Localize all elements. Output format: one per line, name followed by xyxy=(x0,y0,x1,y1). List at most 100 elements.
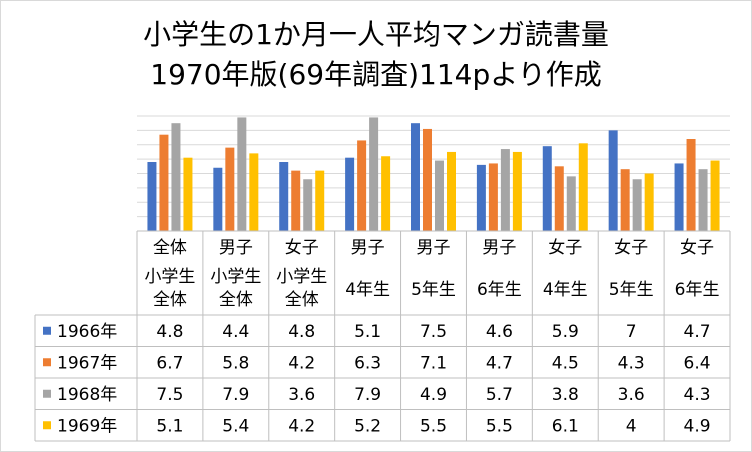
data-value: 5.1 xyxy=(354,322,381,342)
bar-1967年-4 xyxy=(423,128,432,231)
bar-1969年-1 xyxy=(249,153,259,231)
bar-1966年-6 xyxy=(542,146,552,231)
category-label: 全体 xyxy=(153,238,187,258)
bar-1967年-2 xyxy=(291,170,301,231)
bar-1969年-0 xyxy=(183,157,193,231)
bar-1966年-4 xyxy=(411,123,420,231)
legend-swatch-1969年 xyxy=(43,421,51,430)
legend-swatch-1968年 xyxy=(43,389,51,398)
category-label: 4年生 xyxy=(543,280,588,300)
data-value: 3.6 xyxy=(618,385,645,405)
data-value: 7.9 xyxy=(354,385,381,405)
data-value: 5.5 xyxy=(420,416,447,436)
bar-1968年-6 xyxy=(566,176,576,231)
data-value: 7.5 xyxy=(156,385,183,405)
bar-1969年-3 xyxy=(381,156,391,231)
category-label: 5年生 xyxy=(411,280,456,300)
data-value: 5.4 xyxy=(222,416,249,436)
bar-1969年-4 xyxy=(447,151,456,231)
data-value: 6.3 xyxy=(354,353,381,373)
bar-1966年-0 xyxy=(147,162,157,231)
data-value: 4.9 xyxy=(684,416,711,436)
category-label: 女子 xyxy=(614,238,648,258)
bar-1968年-4 xyxy=(435,160,444,231)
category-label: 男子 xyxy=(219,238,253,258)
data-value: 6.4 xyxy=(684,353,711,373)
data-value: 4 xyxy=(626,416,637,436)
bar-1968年-0 xyxy=(171,123,181,231)
category-label: 全体 xyxy=(219,290,253,310)
bar-1969年-8 xyxy=(710,160,720,231)
bar-1967年-6 xyxy=(554,166,564,231)
data-value: 4.9 xyxy=(420,385,447,405)
bar-1966年-1 xyxy=(213,167,223,231)
data-value: 7.1 xyxy=(420,353,447,373)
category-label: 女子 xyxy=(285,238,319,258)
data-value: 5.5 xyxy=(486,416,513,436)
bar-1968年-5 xyxy=(500,149,510,231)
chart-subtitle: 1970年版(69年調査)114pより作成 xyxy=(150,58,602,91)
data-value: 4.4 xyxy=(222,322,249,342)
data-value: 4.7 xyxy=(486,353,513,373)
data-value: 7.5 xyxy=(420,322,447,342)
legend-label: 1967年 xyxy=(57,353,117,373)
data-value: 6.7 xyxy=(156,353,183,373)
data-value: 7.9 xyxy=(222,385,249,405)
bar-1967年-1 xyxy=(225,147,235,231)
legend-label: 1969年 xyxy=(57,416,117,436)
category-label: 全体 xyxy=(153,290,187,310)
bar-1966年-5 xyxy=(476,164,486,231)
data-value: 5.2 xyxy=(354,416,381,436)
category-label: 小学生 xyxy=(276,267,327,287)
bar-1969年-5 xyxy=(512,151,522,231)
data-value: 7 xyxy=(626,322,637,342)
data-value: 4.5 xyxy=(552,353,579,373)
bar-1969年-7 xyxy=(644,173,654,231)
chart-title: 小学生の1か月一人平均マンガ読書量 xyxy=(143,18,609,51)
data-value: 4.6 xyxy=(486,322,513,342)
bar-1966年-2 xyxy=(279,162,289,231)
category-label: 女子 xyxy=(680,238,714,258)
bar-1967年-0 xyxy=(159,134,169,231)
bar-1966年-3 xyxy=(345,157,355,231)
data-value: 3.6 xyxy=(288,385,315,405)
data-value: 6.1 xyxy=(552,416,579,436)
bar-1969年-6 xyxy=(578,143,588,231)
data-value: 4.3 xyxy=(618,353,645,373)
legend-label: 1968年 xyxy=(57,385,117,405)
bar-1967年-3 xyxy=(357,140,367,231)
bar-1966年-8 xyxy=(674,163,684,231)
bar-1969年-2 xyxy=(315,170,325,231)
category-label: 女子 xyxy=(548,238,582,258)
bar-1968年-7 xyxy=(632,179,642,231)
data-value: 4.2 xyxy=(288,353,315,373)
category-label: 小学生 xyxy=(210,267,261,287)
category-label: 小学生 xyxy=(144,267,195,287)
legend-swatch-1966年 xyxy=(43,326,51,335)
bar-1967年-8 xyxy=(686,139,696,231)
bar-1967年-5 xyxy=(488,163,498,231)
legend-swatch-1967年 xyxy=(43,358,51,367)
data-value: 3.8 xyxy=(552,385,579,405)
data-value: 4.8 xyxy=(156,322,183,342)
category-label: 6年生 xyxy=(675,280,720,300)
data-value: 4.2 xyxy=(288,416,315,436)
category-label: 4年生 xyxy=(345,280,390,300)
data-value: 5.9 xyxy=(552,322,579,342)
data-value: 5.7 xyxy=(486,385,513,405)
category-label: 5年生 xyxy=(609,280,654,300)
bar-1968年-2 xyxy=(303,179,313,231)
bar-1968年-1 xyxy=(237,117,247,231)
data-value: 4.3 xyxy=(684,385,711,405)
category-label: 男子 xyxy=(482,238,516,258)
data-value: 5.1 xyxy=(156,416,183,436)
bar-1966年-7 xyxy=(608,130,618,231)
data-value: 5.8 xyxy=(222,353,249,373)
bar-1968年-3 xyxy=(369,117,379,231)
category-label: 6年生 xyxy=(477,280,522,300)
bar-1967年-7 xyxy=(620,169,630,231)
category-label: 男子 xyxy=(351,238,385,258)
legend-label: 1966年 xyxy=(57,322,117,342)
